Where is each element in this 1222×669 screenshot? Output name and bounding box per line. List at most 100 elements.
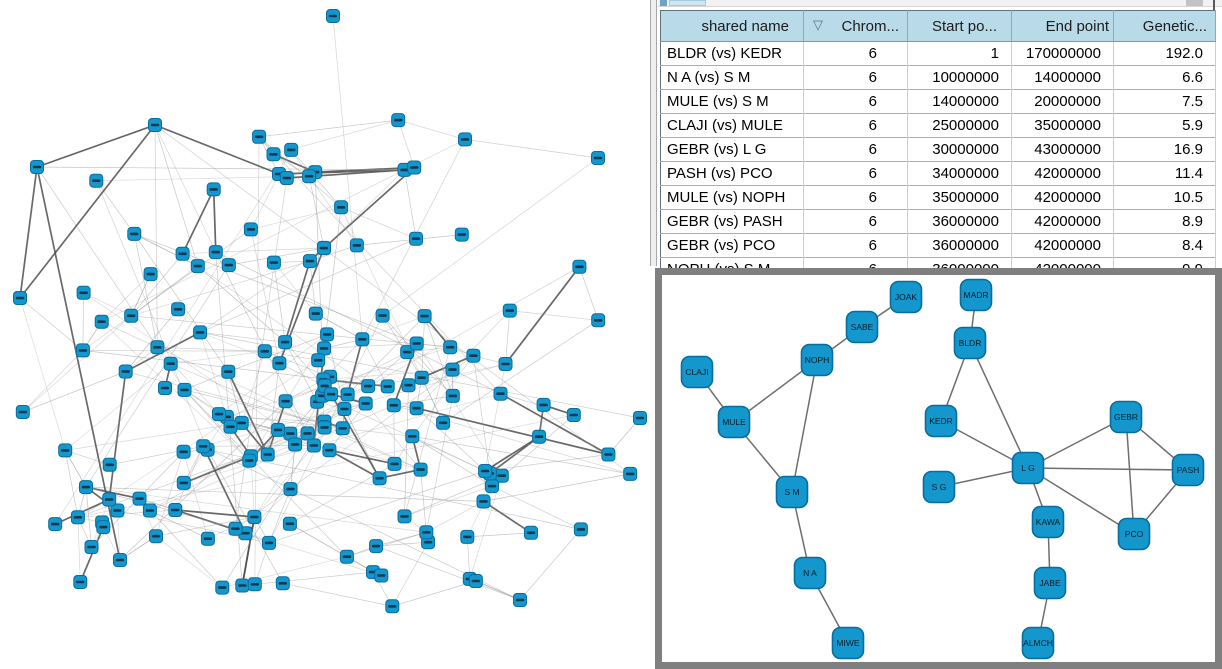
network-node[interactable] (458, 132, 472, 147)
network-node[interactable] (113, 553, 127, 567)
network-node[interactable] (385, 599, 400, 614)
network-node[interactable] (257, 344, 272, 359)
network-node[interactable] (48, 517, 63, 532)
network-node-jabe[interactable]: JABE (1033, 566, 1067, 600)
network-node[interactable] (572, 259, 587, 274)
pane-splitter[interactable] (650, 0, 657, 266)
network-node[interactable] (260, 447, 275, 462)
column-header-genetic-distance[interactable]: Genetic... (1113, 10, 1216, 42)
network-node[interactable] (300, 426, 315, 441)
network-node-madr[interactable]: MADR (959, 278, 993, 312)
network-node[interactable] (212, 407, 226, 422)
network-node[interactable] (228, 521, 243, 536)
network-node[interactable] (324, 387, 339, 402)
network-node[interactable] (235, 578, 250, 593)
network-node[interactable] (175, 246, 190, 261)
network-node[interactable] (397, 509, 412, 524)
network-node[interactable] (374, 568, 389, 583)
network-node[interactable] (478, 464, 493, 478)
network-node[interactable] (149, 529, 163, 544)
network-node[interactable] (89, 173, 104, 188)
network-node[interactable] (302, 254, 317, 269)
network-node[interactable] (380, 379, 395, 394)
network-node[interactable] (176, 475, 191, 490)
network-node[interactable] (158, 381, 172, 395)
network-node[interactable] (30, 160, 44, 174)
network-node[interactable] (591, 151, 605, 165)
sub-network-canvas[interactable]: JOAK SABE NOPH CLAJI MULE S M N A MIWE MADR BLDR K… (662, 275, 1215, 662)
network-node[interactable] (335, 421, 350, 436)
network-node[interactable] (118, 364, 133, 379)
table-row[interactable]: GEBR (vs) PASH 6 36000000 42000000 8.9 (660, 209, 1216, 234)
network-node-l-g[interactable]: L G (1011, 451, 1045, 485)
network-node[interactable] (466, 348, 481, 363)
network-node[interactable] (132, 491, 147, 506)
network-node-sabe[interactable]: SABE (845, 310, 879, 344)
network-node-s-m[interactable]: S M (775, 475, 809, 509)
network-node[interactable] (409, 401, 424, 416)
network-node[interactable] (215, 580, 230, 595)
network-node[interactable] (127, 226, 142, 241)
network-node[interactable] (275, 576, 290, 591)
network-node[interactable] (311, 353, 326, 368)
network-node-almch[interactable]: ALMCH (1021, 626, 1055, 660)
network-node[interactable] (278, 335, 293, 350)
network-node[interactable] (221, 364, 236, 379)
network-node[interactable] (206, 182, 221, 197)
network-node[interactable] (247, 577, 262, 592)
network-node[interactable] (96, 520, 111, 535)
table-row[interactable]: MULE (vs) S M 6 14000000 20000000 7.5 (660, 89, 1216, 114)
scrollbar-thumb[interactable] (660, 0, 667, 6)
network-node-n-a[interactable]: N A (793, 556, 827, 590)
table-row[interactable]: GEBR (vs) PCO 6 36000000 42000000 8.4 (660, 233, 1216, 258)
network-node[interactable] (247, 510, 262, 524)
network-node[interactable] (355, 332, 370, 347)
network-node[interactable] (150, 340, 165, 355)
network-node[interactable] (386, 398, 401, 413)
network-node-gebr[interactable]: GEBR (1109, 400, 1143, 434)
network-node[interactable] (436, 415, 451, 430)
network-node[interactable] (524, 525, 538, 540)
network-node[interactable] (417, 309, 432, 324)
table-row[interactable]: N A (vs) S M 6 10000000 14000000 6.6 (660, 65, 1216, 90)
network-node[interactable] (358, 396, 373, 411)
table-row[interactable]: CLAJI (vs) MULE 6 25000000 35000000 5.9 (660, 113, 1216, 138)
network-node[interactable] (102, 492, 117, 507)
network-node[interactable] (102, 457, 117, 472)
network-node[interactable] (308, 306, 323, 321)
network-node-s-g[interactable]: S G (922, 470, 956, 504)
network-node[interactable] (266, 147, 281, 162)
network-node[interactable] (349, 238, 364, 253)
network-node[interactable] (221, 258, 236, 273)
network-node[interactable] (176, 444, 191, 459)
network-node[interactable] (142, 503, 157, 518)
table-row[interactable]: GEBR (vs) L G 6 30000000 43000000 16.9 (660, 137, 1216, 162)
network-node[interactable] (454, 227, 469, 242)
column-header-start-position[interactable]: Start po... (907, 10, 1012, 42)
column-header-shared-name[interactable]: shared name (660, 10, 804, 42)
network-node-joak[interactable]: JOAK (889, 280, 923, 314)
network-node[interactable] (413, 462, 428, 477)
network-node[interactable] (177, 382, 192, 397)
network-node[interactable] (15, 405, 30, 419)
network-node[interactable] (337, 402, 352, 416)
network-node[interactable] (282, 516, 297, 531)
network-node[interactable] (405, 429, 420, 444)
network-node[interactable] (271, 422, 286, 437)
network-node[interactable] (306, 438, 321, 453)
network-node[interactable] (148, 118, 162, 132)
network-node[interactable] (375, 308, 390, 323)
table-row[interactable]: MULE (vs) NOPH 6 35000000 42000000 10.5 (660, 185, 1216, 210)
network-node-kawa[interactable]: KAWA (1031, 505, 1065, 539)
network-node-claji[interactable]: CLAJI (680, 355, 714, 389)
network-edge[interactable] (1027, 467, 1189, 471)
network-edge[interactable] (1027, 416, 1127, 469)
network-node[interactable] (317, 420, 332, 435)
network-node[interactable] (243, 222, 258, 237)
network-node[interactable] (283, 482, 298, 497)
column-header-end-point[interactable]: End point (1011, 10, 1114, 42)
network-node[interactable] (573, 522, 588, 537)
network-node[interactable] (272, 356, 287, 371)
filter-icon[interactable]: ▽ (813, 17, 823, 32)
network-node[interactable] (372, 471, 387, 486)
